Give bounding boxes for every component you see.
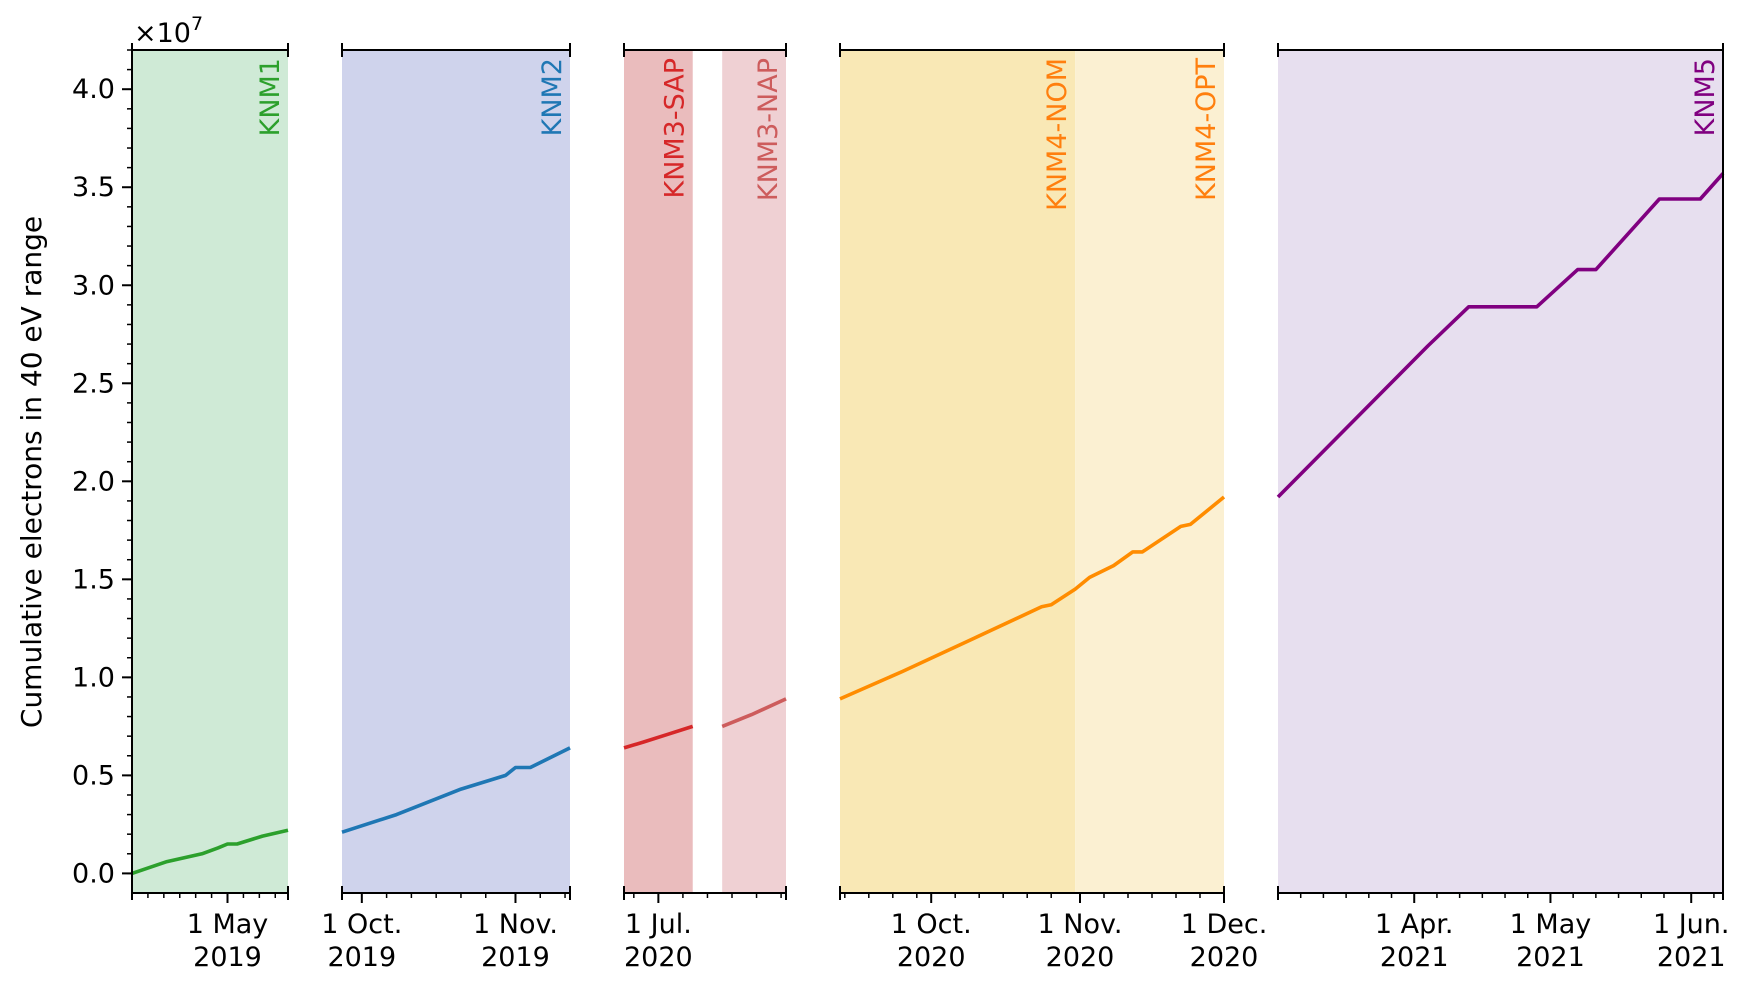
x-tick-label: 1 Oct. — [891, 909, 972, 940]
y-scale-factor: ×107 — [134, 13, 203, 49]
campaign-label: KNM1 — [255, 58, 286, 136]
campaign-label: KNM2 — [537, 58, 568, 136]
campaign-label: KNM5 — [1690, 58, 1721, 136]
x-tick-label-year: 2021 — [1380, 942, 1449, 973]
y-tick-label: 1.5 — [72, 564, 115, 595]
x-tick-label-year: 2019 — [327, 942, 396, 973]
campaign-label: KNM4-OPT — [1191, 58, 1222, 201]
x-tick-label: 1 Dec. — [1181, 909, 1268, 940]
campaign-band — [1278, 50, 1723, 893]
campaign-band — [840, 50, 1076, 893]
series-line — [721, 697, 787, 729]
y-tick-label: 1.0 — [72, 662, 115, 693]
y-tick-label: 3.5 — [72, 172, 115, 203]
x-tick-label: 1 Oct. — [321, 909, 402, 940]
x-tick-label: 1 May — [187, 909, 269, 940]
campaign-band — [722, 50, 786, 893]
y-tick-label: 2.0 — [72, 466, 115, 497]
campaign-band — [1075, 50, 1224, 893]
x-tick-label: 1 Nov. — [1038, 909, 1123, 940]
y-tick-label: 4.0 — [72, 74, 115, 105]
series-line — [1276, 172, 1725, 499]
panel-3: KNM3-SAP KNM3-NAP 1 Jul.2020 — [623, 43, 787, 973]
x-tick-label-year: 2020 — [1190, 942, 1259, 973]
y-tick-label: 3.0 — [72, 270, 115, 301]
series-line — [341, 746, 571, 834]
campaign-band — [624, 50, 693, 893]
x-tick-label-year: 2021 — [1657, 942, 1726, 973]
y-tick-label: 0.5 — [72, 760, 115, 791]
x-tick-label: 1 Nov. — [473, 909, 558, 940]
x-tick-label-year: 2019 — [193, 942, 262, 973]
campaign-label: KNM3-NAP — [753, 58, 784, 201]
x-tick-label-year: 2020 — [1046, 942, 1115, 973]
x-tick-label: 1 Apr. — [1375, 909, 1454, 940]
x-tick-label-year: 2021 — [1516, 942, 1585, 973]
series-line — [623, 724, 694, 750]
y-axis-label: Cumulative electrons in 40 eV range — [15, 216, 48, 728]
series-line — [131, 828, 289, 876]
series-line — [839, 495, 1226, 701]
campaign-label: KNM4-NOM — [1042, 58, 1073, 211]
x-tick-label-year: 2019 — [481, 942, 550, 973]
y-tick-label: 2.5 — [72, 368, 115, 399]
x-tick-label: 1 Jun. — [1653, 909, 1730, 940]
x-tick-label-year: 2020 — [624, 942, 693, 973]
x-tick-label-year: 2020 — [897, 942, 966, 973]
y-tick-label: 0.0 — [72, 858, 115, 889]
campaign-band — [132, 50, 288, 893]
x-tick-label: 1 Jul. — [625, 909, 692, 940]
campaign-label: KNM3-SAP — [660, 58, 691, 199]
campaign-band — [342, 50, 570, 893]
x-tick-label: 1 May — [1510, 909, 1592, 940]
